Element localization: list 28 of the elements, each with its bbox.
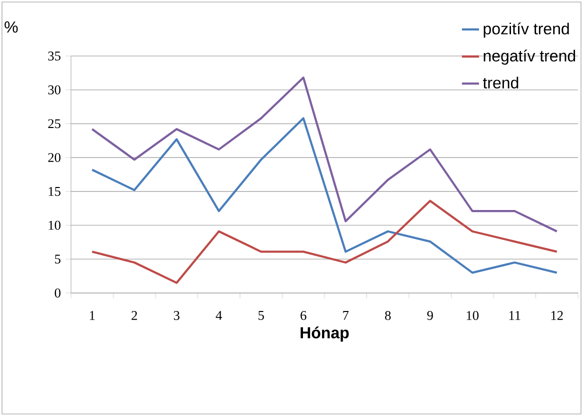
x-tick-label: 3 <box>174 311 180 320</box>
x-tick-label: 4 <box>216 311 222 320</box>
x-tick-label: 7 <box>343 311 349 320</box>
x-tick-label: 11 <box>509 311 520 320</box>
line-series <box>91 200 558 284</box>
x-tick-label: 8 <box>385 311 391 320</box>
legend-label: trend <box>482 76 518 88</box>
x-axis-title: Hónap <box>300 326 349 342</box>
y-axis-title: % <box>4 21 18 33</box>
x-tick-label: 5 <box>258 311 264 320</box>
y-tick-label: 10 <box>48 220 60 230</box>
y-tick-label: 15 <box>48 186 60 196</box>
x-tick-label: 12 <box>551 311 563 320</box>
y-tick-label: 5 <box>55 254 60 264</box>
x-tick-label: 9 <box>427 311 433 320</box>
x-tick-label: 2 <box>132 311 137 320</box>
x-tick-label: 6 <box>300 311 306 320</box>
y-tick-label: 25 <box>48 119 60 128</box>
legend-label: negatív trend <box>484 50 576 65</box>
line-series <box>91 117 558 274</box>
y-tick-label: 20 <box>48 153 60 162</box>
legend-label: pozitív trend <box>484 22 569 38</box>
y-tick-label: 35 <box>48 52 60 60</box>
x-tick-label: 10 <box>466 311 479 320</box>
y-tick-label: 0 <box>54 288 60 298</box>
x-tick-label: 1 <box>90 311 95 320</box>
line-series <box>91 76 558 232</box>
y-tick-label: 30 <box>48 85 60 94</box>
